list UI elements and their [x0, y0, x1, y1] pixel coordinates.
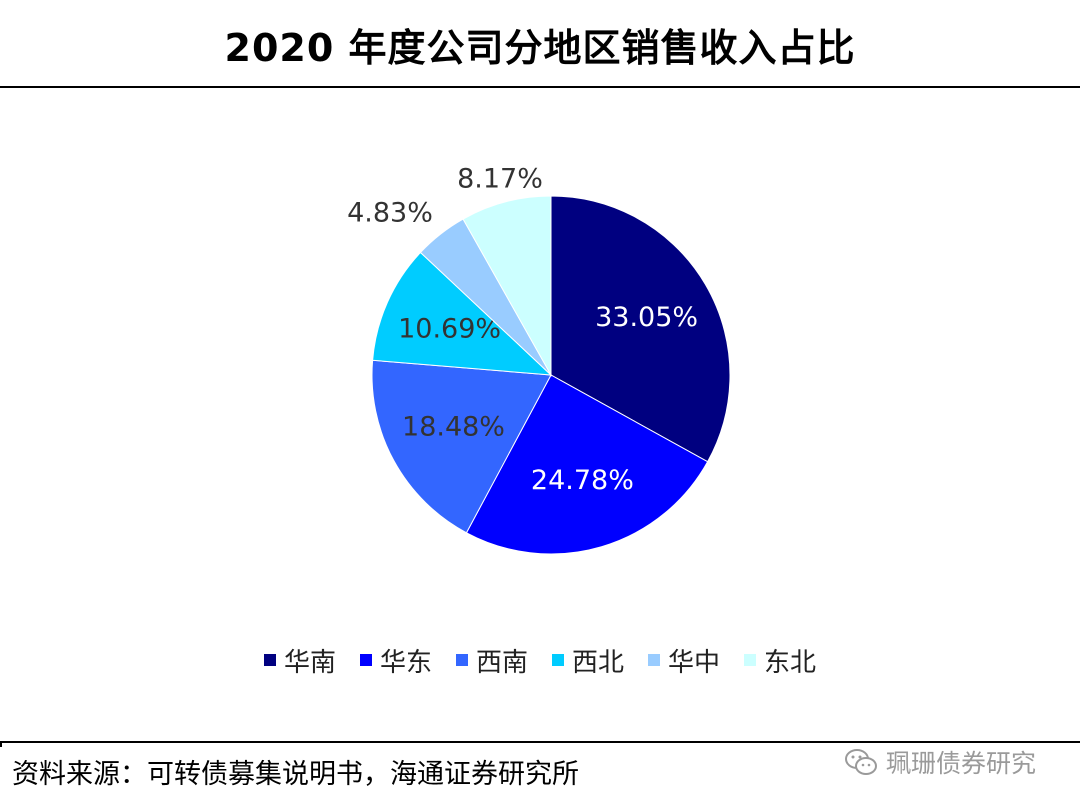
divider-tick: [0, 743, 2, 747]
legend-item-3: 西南: [455, 642, 528, 679]
legend-label: 西北: [572, 647, 625, 678]
pie-slice-6: [462, 195, 552, 377]
legend-swatch: [744, 654, 757, 666]
legend-label: 华南: [283, 647, 336, 678]
watermark: 珮珊债券研究: [844, 744, 1036, 780]
slice-label-2: 24.78%: [531, 465, 634, 496]
pie-slice-4: [372, 251, 553, 376]
pie-chart: 33.05% 24.78% 18.48% 10.69% 4.83% 8.17%: [347, 164, 731, 555]
slice-label-1: 33.05%: [595, 302, 698, 333]
legend-swatch: [359, 654, 372, 666]
source-note: 资料来源：可转债募集说明书，海通证券研究所: [12, 759, 579, 790]
pie-slice-2: [465, 374, 709, 555]
legend-label: 华东: [379, 647, 432, 678]
legend-swatch: [263, 654, 276, 666]
chart-legend: 华南 华东 西南 西北 华中 东北: [0, 640, 1080, 680]
legend-item-1: 华南: [263, 642, 336, 679]
legend-swatch: [552, 654, 564, 666]
bottom-divider: [0, 741, 1080, 743]
legend-item-6: 东北: [744, 642, 816, 679]
slice-label-3: 18.48%: [402, 412, 505, 443]
legend-swatch: [455, 654, 468, 666]
legend-swatch: [648, 654, 661, 666]
chart-title: 2020 年度公司分地区销售收入占比: [224, 26, 856, 70]
slice-label-4: 10.69%: [398, 313, 501, 344]
pie-slice-1: [550, 195, 731, 463]
watermark-text: 珮珊债券研究: [886, 749, 1037, 778]
legend-label: 西南: [475, 647, 528, 678]
wechat-icon: [845, 749, 877, 775]
legend-item-2: 华东: [359, 642, 432, 679]
slice-label-6: 8.17%: [457, 164, 543, 195]
legend-label: 华中: [668, 647, 721, 678]
legend-item-5: 华中: [648, 642, 720, 679]
top-divider: [0, 86, 1080, 88]
legend-label: 东北: [764, 647, 817, 678]
pie-slice-3: [371, 359, 552, 534]
legend-item-4: 西北: [552, 642, 624, 679]
slice-label-5: 4.83%: [347, 198, 433, 229]
